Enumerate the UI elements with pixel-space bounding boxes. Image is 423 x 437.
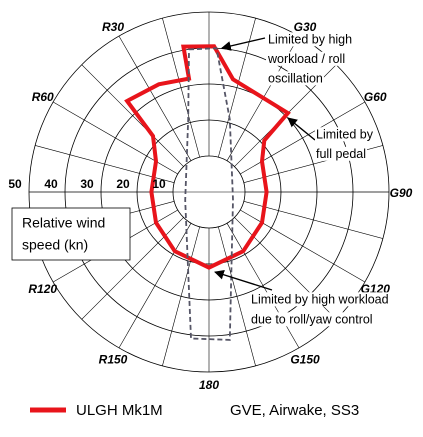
angle-tick-label: G150 <box>290 352 320 366</box>
annotation-arrow <box>287 117 316 141</box>
angle-tick-label: R120 <box>28 282 57 296</box>
spoke <box>118 223 192 349</box>
spoke <box>81 64 184 167</box>
annotation: Limited by high workload <box>251 292 389 306</box>
angle-tick-label: G30 <box>294 20 317 34</box>
annotation-bg <box>315 127 375 142</box>
axis-label: Relative wind <box>22 215 105 231</box>
angle-tick-label: R60 <box>32 90 54 104</box>
annotation-bg <box>267 71 324 86</box>
angle-tick-label: G90 <box>390 186 413 200</box>
r-tick-label: 50 <box>8 177 22 191</box>
axis-label: speed (kn) <box>22 237 88 253</box>
angle-tick-label: G60 <box>364 90 387 104</box>
annotation-bg <box>315 146 368 161</box>
r-tick-label: 20 <box>116 177 130 191</box>
spoke <box>162 18 200 158</box>
spoke <box>81 217 184 320</box>
angle-tick-label: R150 <box>99 352 128 366</box>
annotation-arrow <box>214 269 273 291</box>
annotation: Limited by high <box>268 32 352 46</box>
annotation-bg <box>250 292 390 307</box>
spoke <box>226 223 300 349</box>
axis-label-box <box>11 207 131 261</box>
r-tick-label: 30 <box>80 177 94 191</box>
envelope <box>124 44 291 270</box>
annotation: due to roll/yaw control <box>251 312 373 326</box>
r-tick-label: 10 <box>152 177 166 191</box>
angle-tick-label: R30 <box>102 20 124 34</box>
annotation: Limited by <box>316 127 374 141</box>
spoke <box>218 226 256 366</box>
angle-tick-label: 180 <box>199 378 219 392</box>
legend-label: ULGH Mk1M <box>76 402 163 419</box>
spoke <box>118 35 192 161</box>
spoke <box>240 209 366 283</box>
spoke <box>162 226 200 366</box>
spoke <box>243 201 383 239</box>
spoke <box>35 145 175 183</box>
annotation-bg <box>266 51 347 66</box>
annotation-bg <box>267 32 354 47</box>
legend-note: GVE, Airwake, SS3 <box>230 402 359 419</box>
annotation: workload / roll <box>267 52 345 66</box>
annotation: full pedal <box>316 147 366 161</box>
annotation: oscillation <box>268 71 323 85</box>
annotation-arrow <box>221 37 266 51</box>
annotation-bg <box>250 312 374 327</box>
spoke <box>52 101 178 175</box>
r-tick-label: 40 <box>44 177 58 191</box>
envelope <box>184 47 234 341</box>
